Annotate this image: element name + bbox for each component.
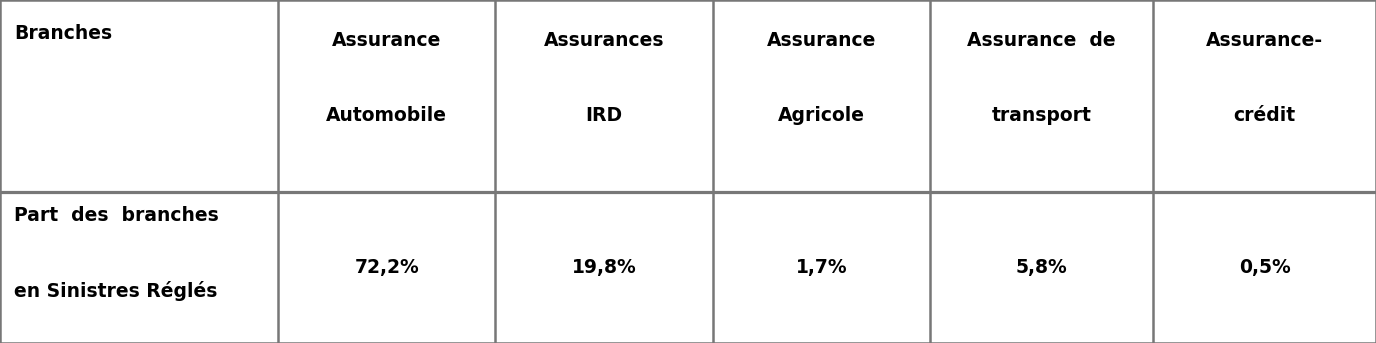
Text: Assurance: Assurance bbox=[766, 31, 877, 50]
Text: transport: transport bbox=[992, 106, 1091, 125]
Text: en Sinistres Réglés: en Sinistres Réglés bbox=[14, 281, 217, 301]
Text: 0,5%: 0,5% bbox=[1238, 258, 1291, 277]
Text: Agricole: Agricole bbox=[777, 106, 866, 125]
Text: Assurance: Assurance bbox=[332, 31, 442, 50]
Text: 19,8%: 19,8% bbox=[571, 258, 637, 277]
Text: Assurance-: Assurance- bbox=[1205, 31, 1324, 50]
Text: 5,8%: 5,8% bbox=[1015, 258, 1068, 277]
Text: Automobile: Automobile bbox=[326, 106, 447, 125]
Text: IRD: IRD bbox=[586, 106, 622, 125]
Text: Assurances: Assurances bbox=[544, 31, 665, 50]
Text: 72,2%: 72,2% bbox=[354, 258, 420, 277]
Text: Assurance  de: Assurance de bbox=[967, 31, 1116, 50]
Text: 1,7%: 1,7% bbox=[795, 258, 848, 277]
Text: crédit: crédit bbox=[1233, 106, 1296, 125]
Text: Branches: Branches bbox=[14, 24, 111, 43]
Text: Part  des  branches: Part des branches bbox=[14, 206, 219, 225]
